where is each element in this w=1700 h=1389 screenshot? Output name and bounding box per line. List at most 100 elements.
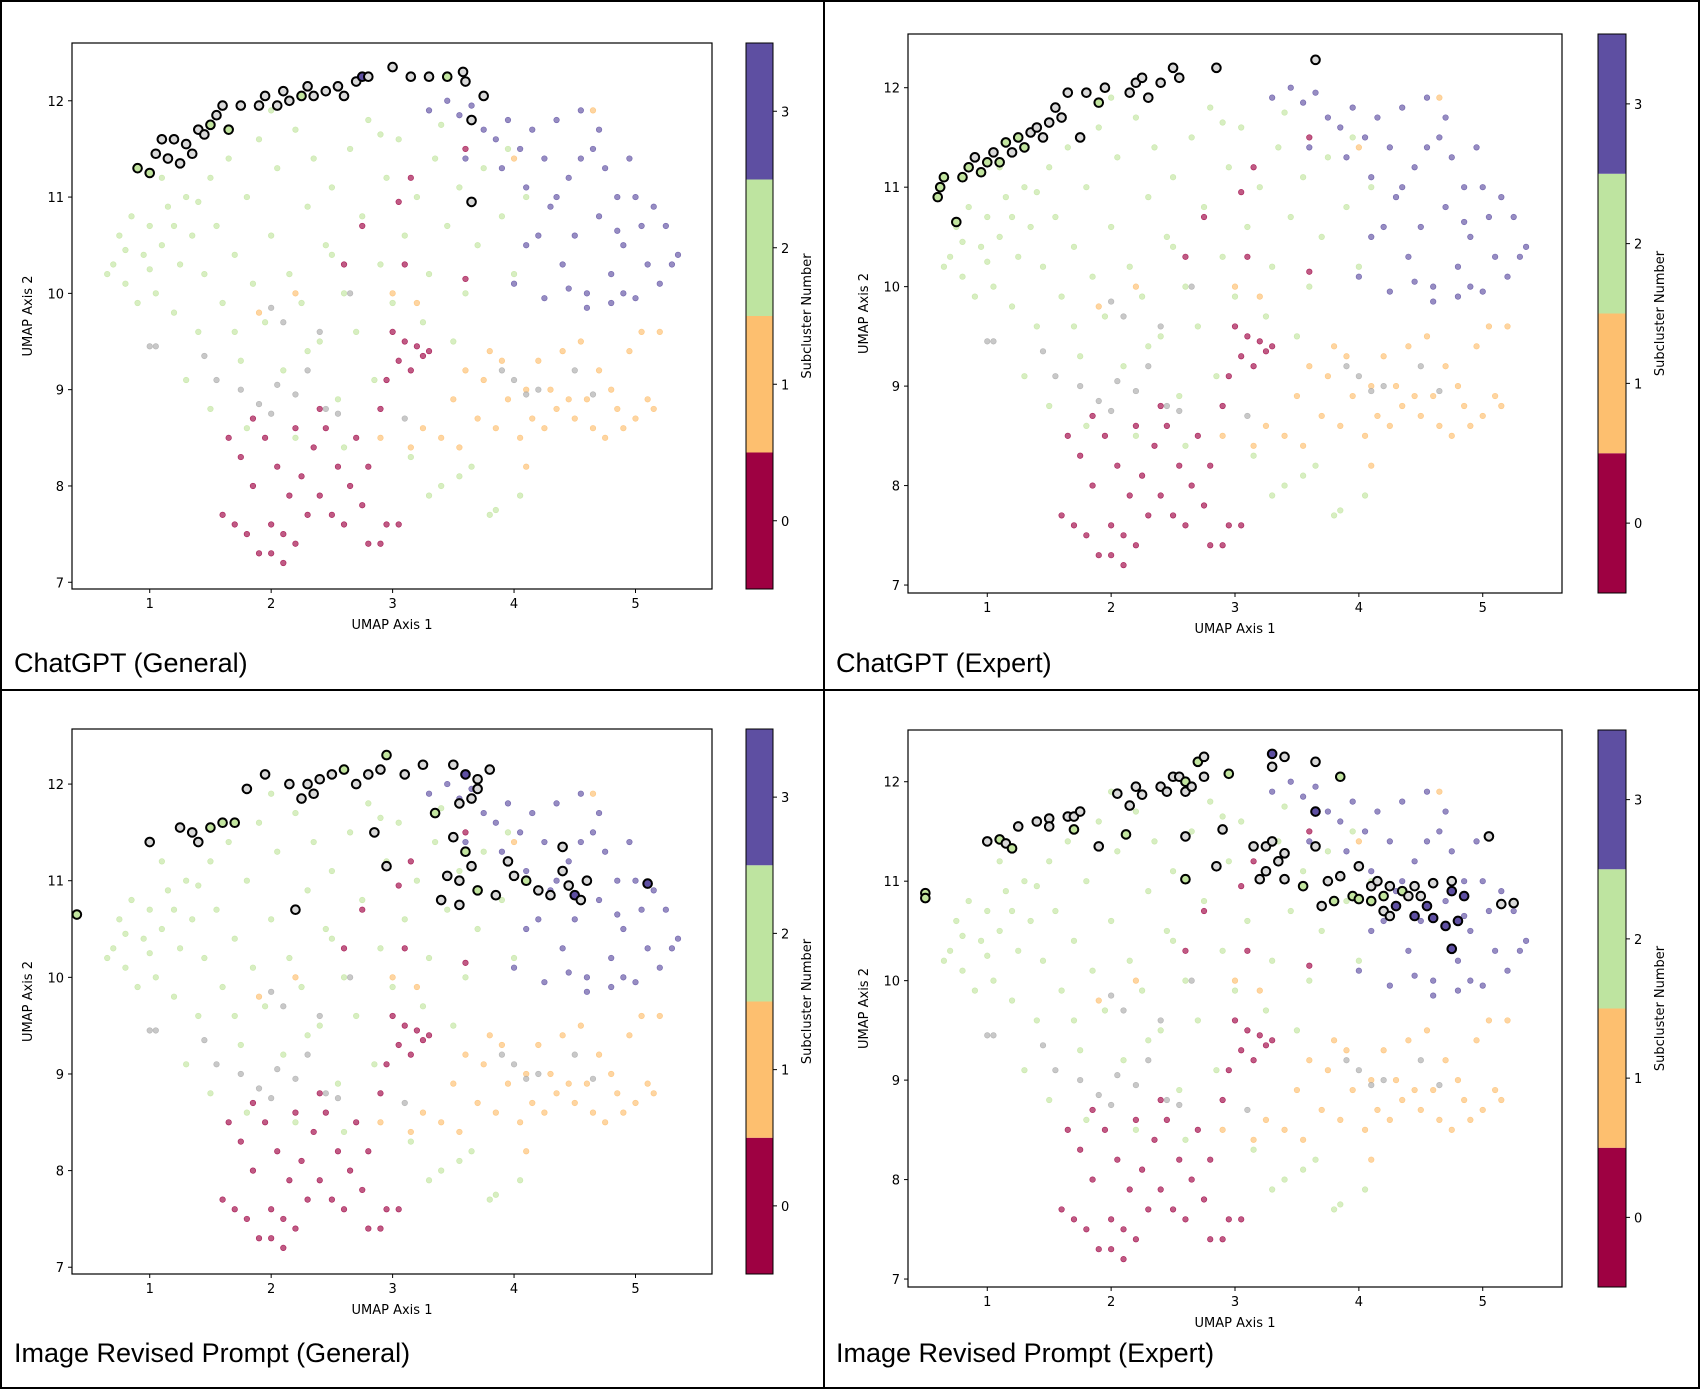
highlighted-point — [472, 885, 483, 896]
point-cluster-3 — [553, 877, 560, 884]
point-cluster-1 — [650, 1090, 657, 1097]
point-cluster-noise — [535, 386, 542, 393]
point-cluster-1 — [462, 367, 469, 374]
point-cluster-2 — [1330, 1206, 1338, 1213]
point-cluster-1 — [529, 415, 536, 422]
highlighted-point — [994, 157, 1005, 168]
point-cluster-1 — [644, 1080, 651, 1087]
point-cluster-1 — [1467, 422, 1474, 429]
point-cluster-2 — [401, 916, 408, 923]
highlighted-point — [981, 157, 993, 168]
point-cluster-1 — [638, 328, 645, 335]
point-cluster-3 — [1399, 104, 1406, 111]
y-tick-label: 9 — [56, 1068, 64, 1083]
highlighted-point — [162, 153, 174, 164]
point-cluster-2 — [268, 916, 275, 923]
point-cluster-2 — [170, 309, 178, 316]
highlighted-point — [1180, 831, 1191, 842]
point-cluster-3 — [589, 829, 597, 836]
point-cluster-2 — [456, 184, 463, 191]
highlighted-point — [1062, 87, 1074, 98]
point-cluster-3 — [547, 203, 554, 210]
x-tick-label: 3 — [1231, 601, 1239, 616]
highlighted-point — [490, 889, 502, 901]
point-cluster-1 — [1448, 432, 1455, 439]
point-cluster-2 — [984, 258, 991, 265]
point-cluster-2 — [1287, 907, 1294, 915]
point-cluster-1 — [1361, 1126, 1369, 1133]
point-cluster-noise — [1114, 378, 1121, 385]
point-cluster-2 — [328, 184, 335, 191]
point-cluster-1 — [571, 1099, 578, 1107]
point-cluster-2 — [158, 858, 165, 865]
point-cluster-3 — [1374, 808, 1381, 815]
point-cluster-noise — [1176, 407, 1183, 415]
point-cluster-0 — [249, 1099, 257, 1107]
point-cluster-noise — [1176, 1101, 1183, 1109]
point-cluster-2 — [1108, 223, 1115, 231]
point-cluster-0 — [1139, 1166, 1146, 1173]
point-cluster-3 — [1442, 203, 1449, 211]
colorbar-segment-3 — [746, 43, 773, 180]
point-cluster-0 — [1064, 432, 1071, 439]
point-cluster-1 — [1361, 432, 1369, 439]
point-cluster-2 — [1312, 1156, 1319, 1163]
highlighted-point — [1000, 137, 1012, 148]
point-cluster-1 — [255, 993, 263, 1000]
point-cluster-0 — [1306, 962, 1313, 969]
point-cluster-noise — [1368, 387, 1375, 395]
point-cluster-3 — [614, 911, 621, 918]
point-cluster-0 — [365, 463, 372, 470]
point-cluster-2 — [1120, 1057, 1127, 1064]
point-cluster-1 — [589, 790, 597, 797]
point-cluster-1 — [547, 1070, 554, 1078]
point-cluster-2 — [1318, 233, 1325, 241]
highlighted-point — [144, 167, 156, 179]
point-cluster-2 — [444, 222, 451, 230]
point-cluster-1 — [1479, 412, 1486, 420]
point-cluster-2 — [996, 233, 1003, 241]
colorbar-tick-label: 3 — [1634, 98, 1642, 113]
point-cluster-3 — [650, 887, 657, 894]
axes-frame — [71, 42, 713, 590]
point-cluster-0 — [407, 174, 414, 181]
point-cluster-0 — [340, 1206, 348, 1213]
point-cluster-0 — [1306, 268, 1313, 275]
y-tick-label: 7 — [56, 1261, 64, 1276]
highlighted-point — [1248, 841, 1259, 852]
point-cluster-0 — [395, 1041, 402, 1049]
point-cluster-2 — [1070, 937, 1078, 944]
point-cluster-1 — [1343, 353, 1350, 360]
point-cluster-noise — [1120, 313, 1127, 320]
highlighted-point — [338, 764, 350, 775]
point-cluster-2 — [1225, 858, 1232, 865]
point-cluster-0 — [225, 434, 232, 441]
point-cluster-noise — [1163, 402, 1170, 410]
point-cluster-2 — [389, 299, 396, 307]
point-cluster-2 — [1126, 957, 1133, 964]
point-cluster-noise — [237, 1070, 244, 1078]
point-cluster-2 — [1293, 333, 1301, 340]
point-cluster-3 — [577, 790, 584, 797]
highlighted-point — [1378, 890, 1389, 902]
highlighted-point — [988, 147, 999, 158]
point-cluster-1 — [1386, 422, 1393, 429]
point-cluster-2 — [1207, 798, 1214, 805]
point-cluster-noise — [1077, 383, 1084, 390]
point-cluster-1 — [1473, 343, 1480, 350]
point-cluster-1 — [456, 444, 463, 451]
point-cluster-0 — [292, 540, 299, 547]
point-cluster-1 — [1492, 1086, 1499, 1094]
point-cluster-1 — [1448, 1126, 1455, 1133]
point-cluster-1 — [1300, 1136, 1307, 1143]
point-cluster-1 — [1399, 1096, 1406, 1104]
y-tick-label: 7 — [56, 576, 64, 591]
point-cluster-2 — [1169, 243, 1177, 250]
highlighted-point — [1136, 72, 1148, 84]
point-cluster-2 — [304, 1032, 311, 1039]
highlighted-point — [1421, 900, 1433, 912]
point-cluster-2 — [1033, 323, 1040, 330]
point-cluster-3 — [517, 145, 524, 153]
point-cluster-2 — [990, 977, 997, 984]
